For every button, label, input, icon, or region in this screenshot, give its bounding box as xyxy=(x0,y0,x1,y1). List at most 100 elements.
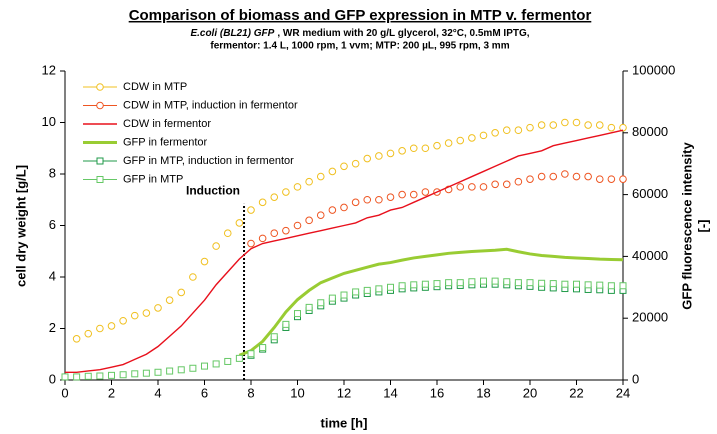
marker xyxy=(398,282,406,290)
legend-label: CDW in MTP, induction in fermentor xyxy=(123,99,298,111)
marker xyxy=(131,370,139,378)
marker xyxy=(596,281,604,289)
subtitle-text: , WR medium with 20 g/L glycerol, 32°C, … xyxy=(277,28,529,39)
marker xyxy=(293,221,302,230)
marker xyxy=(619,282,627,290)
x-tick-label: 6 xyxy=(201,385,208,400)
marker xyxy=(316,211,325,219)
legend-label: GFP in MTP xyxy=(123,173,183,185)
marker xyxy=(270,193,279,201)
marker xyxy=(72,335,81,343)
x-tick-label: 4 xyxy=(154,385,161,400)
marker xyxy=(294,310,301,318)
series-line xyxy=(238,247,624,357)
subtitle-italic: E.coli (BL21) GFP xyxy=(190,28,274,39)
x-tick-label: 8 xyxy=(247,385,254,400)
marker xyxy=(61,373,69,381)
marker xyxy=(119,316,127,325)
marker xyxy=(352,288,360,296)
marker xyxy=(526,279,534,287)
marker xyxy=(491,129,499,137)
marker xyxy=(282,226,290,235)
marker xyxy=(73,373,81,381)
marker xyxy=(409,190,418,199)
marker xyxy=(142,309,151,317)
marker xyxy=(84,372,92,380)
legend-marker xyxy=(96,157,104,165)
x-tick-label: 0 xyxy=(61,385,68,400)
marker xyxy=(410,281,418,289)
marker xyxy=(398,147,406,155)
marker xyxy=(363,154,372,163)
x-tick-label: 2 xyxy=(108,385,115,400)
marker xyxy=(561,170,569,178)
marker xyxy=(235,219,244,227)
marker xyxy=(607,123,616,132)
marker xyxy=(107,322,116,330)
marker xyxy=(212,242,220,250)
marker xyxy=(328,167,337,176)
marker xyxy=(549,121,558,129)
y-tick-label: 0 xyxy=(49,371,56,386)
subtitle: E.coli (BL21) GFP, WR medium with 20 g/L… xyxy=(190,28,529,39)
x-tick-label: 18 xyxy=(476,385,490,400)
marker xyxy=(537,121,546,129)
marker xyxy=(619,123,627,132)
marker xyxy=(305,177,313,186)
x-tick-label: 10 xyxy=(290,385,304,400)
marker xyxy=(409,144,418,153)
marker xyxy=(479,131,488,140)
marker xyxy=(108,371,115,379)
series-line xyxy=(65,129,624,373)
marker xyxy=(468,183,476,191)
y-tick-label: 6 xyxy=(49,217,56,232)
x-tick-label: 22 xyxy=(569,385,583,400)
marker xyxy=(340,162,348,171)
x-tick-label: 12 xyxy=(337,385,351,400)
marker xyxy=(328,206,337,214)
marker xyxy=(468,278,476,286)
legend-label: GFP in fermentor xyxy=(123,136,207,148)
marker xyxy=(165,296,174,304)
marker xyxy=(398,190,406,199)
y-tick-label: 2 xyxy=(49,320,56,335)
marker xyxy=(189,364,197,372)
marker xyxy=(445,279,453,287)
marker xyxy=(514,126,523,135)
marker xyxy=(386,193,395,201)
y2-tick-label: 80000 xyxy=(632,124,668,139)
marker xyxy=(282,188,290,196)
x-tick-label: 16 xyxy=(430,385,444,400)
x-tick-label: 20 xyxy=(523,385,537,400)
marker xyxy=(177,366,185,374)
marker xyxy=(316,172,325,181)
marker xyxy=(514,177,523,186)
subtitle: fermentor: 1.4 L, 1000 rpm, 1 vvm; MTP: … xyxy=(210,41,509,52)
marker xyxy=(537,172,546,181)
x-axis-label: time [h] xyxy=(321,415,368,430)
marker xyxy=(375,152,383,160)
marker xyxy=(480,277,487,285)
marker xyxy=(421,188,430,196)
marker xyxy=(96,372,104,380)
marker xyxy=(166,367,174,375)
marker xyxy=(491,180,499,189)
legend-label: GFP in MTP, induction in fermentor xyxy=(123,155,294,167)
y2-tick-label: 60000 xyxy=(632,186,668,201)
marker xyxy=(154,368,162,376)
marker xyxy=(351,159,360,168)
marker xyxy=(293,183,302,191)
marker xyxy=(421,144,430,153)
x-tick-label: 14 xyxy=(383,385,397,400)
marker xyxy=(549,172,558,181)
marker xyxy=(572,172,581,181)
marker xyxy=(328,294,336,302)
marker xyxy=(340,203,348,212)
marker xyxy=(119,371,127,379)
y2-axis-label: [-] xyxy=(695,220,710,233)
y2-tick-label: 0 xyxy=(632,371,639,386)
marker xyxy=(456,136,465,145)
marker xyxy=(421,280,429,288)
marker xyxy=(572,118,581,127)
